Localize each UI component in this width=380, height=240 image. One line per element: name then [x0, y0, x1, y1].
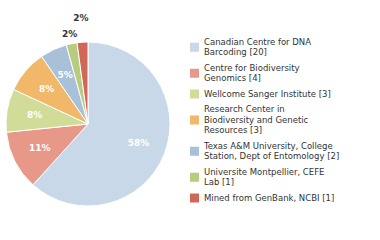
- legend-label: Universite Montpellier, CEFELab [1]: [204, 167, 324, 188]
- legend-label: Wellcome Sanger Institute [3]: [204, 89, 331, 99]
- legend-swatch: [190, 194, 199, 203]
- data-label: 2%: [73, 13, 88, 23]
- data-label: 8%: [39, 84, 54, 94]
- legend-label: Centre for BiodiversityGenomics [4]: [204, 63, 300, 84]
- legend-swatch: [190, 116, 199, 125]
- legend-label: Mined from GenBank, NCBI [1]: [204, 193, 334, 203]
- legend-label: Research Center inBiodiversity and Genet…: [204, 104, 309, 135]
- pie: [6, 42, 170, 206]
- legend-swatch: [190, 69, 199, 78]
- legend-label: Texas A&M University, CollegeStation, De…: [203, 141, 339, 162]
- data-label: 11%: [29, 143, 51, 153]
- chart: 58% 11% 8% 8% 5% 2% 2% Canadian Centre for DNAB…: [0, 0, 380, 240]
- data-label: 5%: [58, 70, 73, 80]
- pie-slice: [77, 42, 88, 124]
- pie-slice: [6, 124, 88, 185]
- legend-label: Canadian Centre for DNABarcoding [20]: [204, 37, 311, 58]
- data-label: 58%: [128, 138, 150, 148]
- legend-swatch: [190, 43, 199, 52]
- legend-swatch: [190, 173, 199, 182]
- data-label: 2%: [62, 29, 77, 39]
- legend-swatch: [190, 147, 199, 156]
- legend-swatch: [190, 90, 199, 99]
- legend: Canadian Centre for DNABarcoding [20] Cen…: [190, 37, 339, 203]
- pie-slice: [66, 43, 88, 124]
- data-labels: 58% 11% 8% 8% 5% 2% 2%: [27, 13, 149, 154]
- data-label: 8%: [27, 110, 42, 120]
